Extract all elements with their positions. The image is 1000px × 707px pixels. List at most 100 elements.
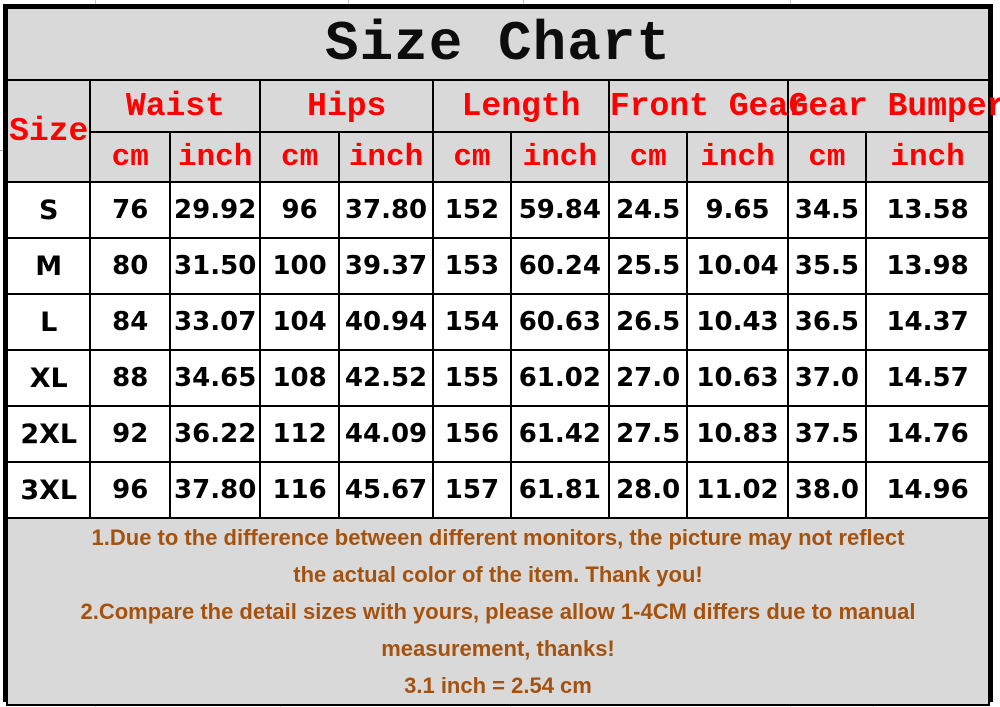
- measurement-cell: 10.04: [686, 237, 789, 295]
- measurement-cell: 14.96: [865, 461, 990, 519]
- table-row: 2XL 92 36.22 112 44.09 156 61.42 27.5 10…: [5, 405, 990, 463]
- gridline-tick: [95, 0, 96, 4]
- measurement-cell: 27.0: [607, 349, 689, 407]
- gridline-tick: [790, 0, 791, 4]
- measurement-cell: 31.50: [168, 237, 262, 295]
- unit-header: inch: [168, 131, 262, 183]
- measurement-cell: 37.80: [168, 461, 262, 519]
- measurement-cell: 27.5: [607, 405, 689, 463]
- measurement-cell: 37.0: [786, 349, 868, 407]
- measurement-cell: 35.5: [786, 237, 868, 295]
- size-label: S: [5, 181, 92, 239]
- measurement-cell: 112: [259, 405, 340, 463]
- note-line: the actual color of the item. Thank you!: [293, 562, 703, 587]
- measurement-cell: 36.5: [786, 293, 868, 351]
- measurement-cell: 34.65: [168, 349, 262, 407]
- table-row: 3XL 96 37.80 116 45.67 157 61.81 28.0 11…: [5, 461, 990, 519]
- measurement-cell: 10.43: [686, 293, 789, 351]
- size-label: XL: [5, 349, 92, 407]
- measurement-cell: 13.98: [865, 237, 990, 295]
- table-row: S 76 29.92 96 37.80 152 59.84 24.5 9.65 …: [5, 181, 990, 239]
- measurement-cell: 34.5: [786, 181, 868, 239]
- measurement-cell: 59.84: [509, 181, 610, 239]
- gridline-tick: [523, 0, 524, 4]
- measurement-cell: 96: [89, 461, 171, 519]
- measurement-cell: 155: [432, 349, 512, 407]
- measurement-cell: 92: [89, 405, 171, 463]
- measurement-cell: 61.02: [509, 349, 610, 407]
- unit-header: inch: [865, 131, 990, 183]
- measurement-cell: 156: [432, 405, 512, 463]
- chart-title: Size Chart: [6, 7, 990, 81]
- measurement-cell: 38.0: [786, 461, 868, 519]
- measurement-cell: 25.5: [607, 237, 689, 295]
- note-line: 1.Due to the difference between differen…: [91, 525, 905, 550]
- measurement-cell: 10.63: [686, 349, 789, 407]
- column-group-length: Length: [432, 79, 610, 133]
- measurement-cell: 108: [259, 349, 340, 407]
- measurement-cell: 153: [432, 237, 512, 295]
- gridline-tick: [0, 150, 3, 151]
- unit-header: cm: [89, 131, 171, 183]
- unit-header: inch: [337, 131, 435, 183]
- unit-header: cm: [607, 131, 689, 183]
- measurement-cell: 96: [259, 181, 340, 239]
- measurement-cell: 104: [259, 293, 340, 351]
- measurement-cell: 60.63: [509, 293, 610, 351]
- table-row: L 84 33.07 104 40.94 154 60.63 26.5 10.4…: [5, 293, 990, 351]
- measurement-cell: 84: [89, 293, 171, 351]
- unit-header: inch: [509, 131, 610, 183]
- measurement-cell: 76: [89, 181, 171, 239]
- measurement-cell: 61.81: [509, 461, 610, 519]
- size-label: 2XL: [5, 405, 92, 463]
- measurement-cell: 60.24: [509, 237, 610, 295]
- table-frame: Size Chart Size Waist Hips Length Front …: [3, 4, 1000, 706]
- column-group-front-gear: Front Gear: [607, 79, 808, 133]
- measurement-cell: 28.0: [607, 461, 689, 519]
- size-label: L: [5, 293, 92, 351]
- measurement-cell: 14.37: [865, 293, 990, 351]
- measurement-cell: 80: [89, 237, 171, 295]
- measurement-cell: 29.92: [168, 181, 262, 239]
- measurement-cell: 36.22: [168, 405, 262, 463]
- measurement-cell: 61.42: [509, 405, 610, 463]
- note-line: 3.1 inch = 2.54 cm: [404, 673, 592, 698]
- column-group-gear-bumper: Gear Bumper: [786, 79, 1000, 133]
- measurement-cell: 37.5: [786, 405, 868, 463]
- measurement-cell: 37.80: [337, 181, 435, 239]
- unit-header: inch: [686, 131, 789, 183]
- size-column-header: Size: [5, 79, 92, 183]
- table-row: M 80 31.50 100 39.37 153 60.24 25.5 10.0…: [5, 237, 990, 295]
- measurement-cell: 157: [432, 461, 512, 519]
- column-group-waist: Waist: [89, 79, 262, 133]
- measurement-cell: 14.57: [865, 349, 990, 407]
- measurement-cell: 154: [432, 293, 512, 351]
- unit-header: cm: [432, 131, 512, 183]
- note-line: measurement, thanks!: [381, 636, 615, 661]
- measurement-cell: 40.94: [337, 293, 435, 351]
- measurement-cell: 45.67: [337, 461, 435, 519]
- measurement-cell: 100: [259, 237, 340, 295]
- measurement-cell: 39.37: [337, 237, 435, 295]
- measurement-cell: 116: [259, 461, 340, 519]
- measurement-cell: 14.76: [865, 405, 990, 463]
- measurement-cell: 10.83: [686, 405, 789, 463]
- unit-header: cm: [786, 131, 868, 183]
- size-label: M: [5, 237, 92, 295]
- measurement-cell: 24.5: [607, 181, 689, 239]
- measurement-cell: 152: [432, 181, 512, 239]
- measurement-cell: 42.52: [337, 349, 435, 407]
- measurement-cell: 13.58: [865, 181, 990, 239]
- measurement-cell: 88: [89, 349, 171, 407]
- unit-header: cm: [259, 131, 340, 183]
- notes-panel: 1.Due to the difference between differen…: [6, 517, 990, 706]
- column-group-hips: Hips: [259, 79, 435, 133]
- measurement-cell: 44.09: [337, 405, 435, 463]
- measurement-cell: 9.65: [686, 181, 789, 239]
- measurement-cell: 33.07: [168, 293, 262, 351]
- gridline-tick: [348, 0, 349, 4]
- table-row: XL 88 34.65 108 42.52 155 61.02 27.0 10.…: [5, 349, 990, 407]
- size-chart-table: Size Chart Size Waist Hips Length Front …: [5, 7, 1000, 706]
- measurement-cell: 26.5: [607, 293, 689, 351]
